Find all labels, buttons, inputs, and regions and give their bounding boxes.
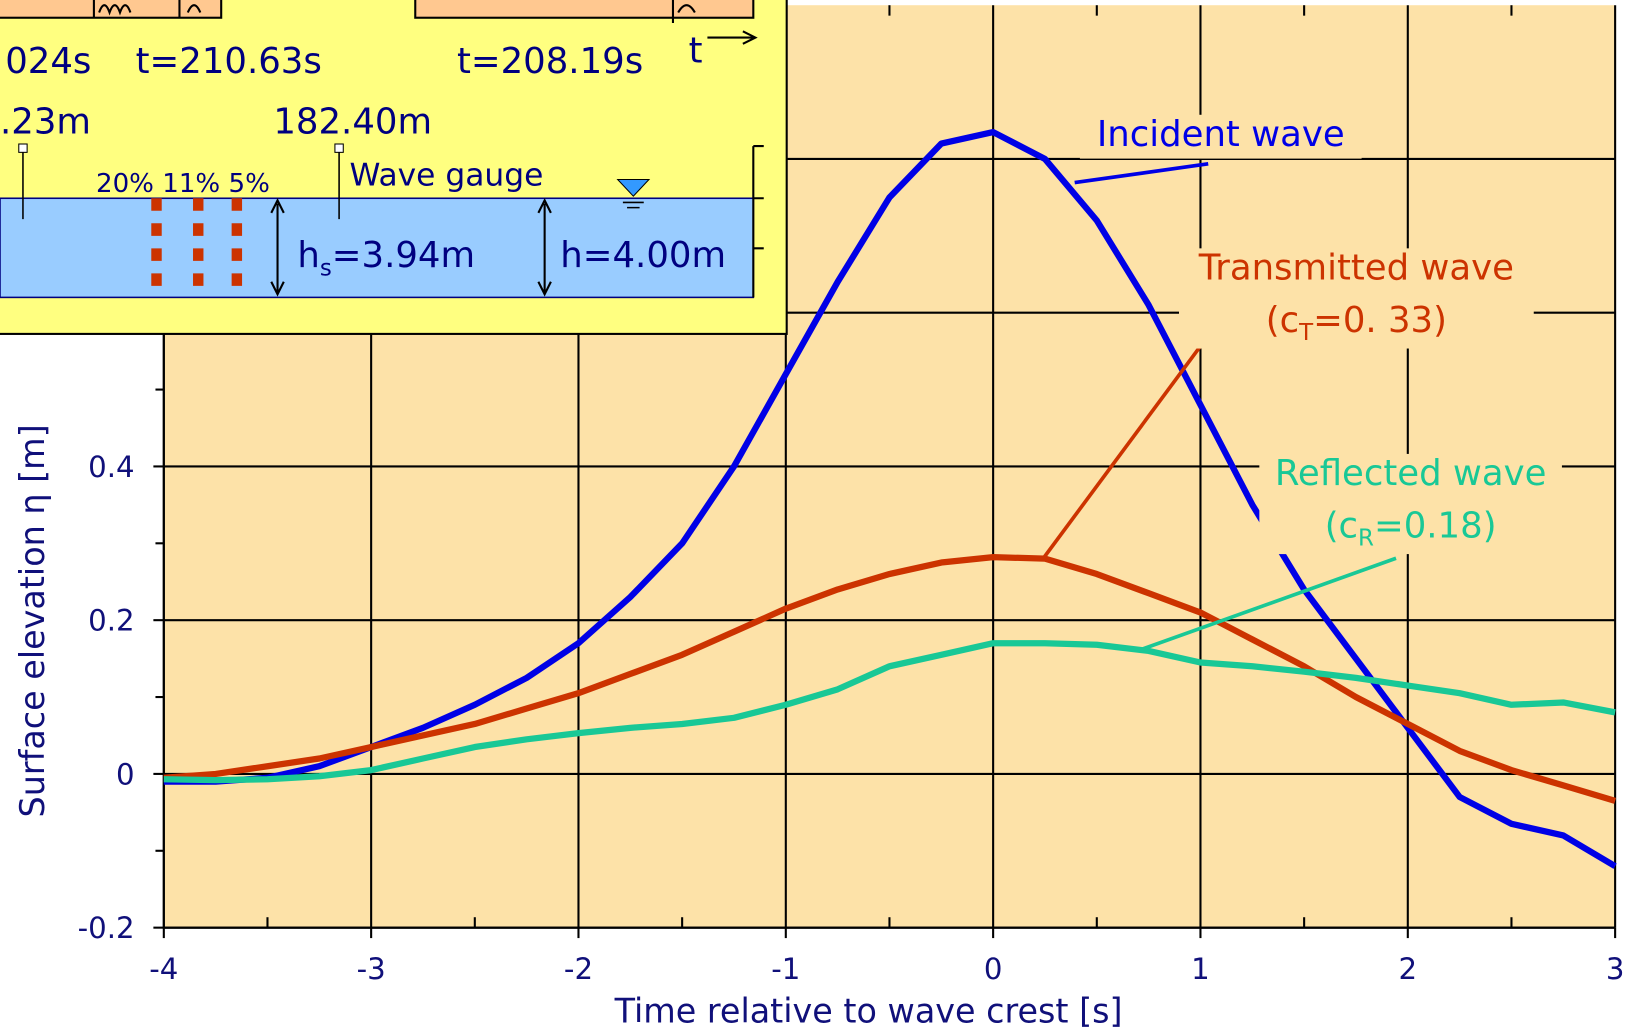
y-tick-label: 0.2 <box>88 604 134 638</box>
annotation-label: Incident wave <box>1097 114 1345 155</box>
time-label: 024s <box>5 41 91 82</box>
inset: 024s t=210.63s t=208.19s t .23m 182.40m … <box>0 0 787 334</box>
annotation-label: Transmitted wave <box>1198 248 1514 289</box>
time-label: t=208.19s <box>457 41 643 82</box>
y-tick-label: 0 <box>116 757 135 791</box>
hs-h: h <box>297 235 319 276</box>
x-tick-label: 0 <box>984 952 1003 986</box>
coef-value: =0. 33) <box>1313 300 1447 341</box>
gauge-head <box>335 144 343 152</box>
x-tick-label: 2 <box>1399 952 1418 986</box>
coef-symbol: (c <box>1325 505 1358 546</box>
time-label: t=210.63s <box>136 41 322 82</box>
annotation-text: Incident wave <box>1097 114 1345 155</box>
chart: -4-3-2-10123-0.200.20.40.60.8Time relati… <box>0 0 1636 1032</box>
h-label: h=4.00m <box>560 235 726 276</box>
coef-subscript: R <box>1358 526 1374 552</box>
distance-label: 182.40m <box>273 102 432 143</box>
y-tick-label: 0.4 <box>88 450 134 484</box>
page: -4-3-2-10123-0.200.20.40.60.8Time relati… <box>0 0 1636 1032</box>
x-tick-label: -2 <box>564 952 593 986</box>
x-tick-label: -3 <box>357 952 386 986</box>
gauge-label: Wave gauge <box>350 158 544 194</box>
time-axis-label: t <box>689 31 703 72</box>
annotation-coef: (cT=0. 33) <box>1266 300 1447 346</box>
x-tick-label: 3 <box>1606 952 1625 986</box>
coef-value: =0.18) <box>1374 505 1497 546</box>
x-tick-label: -1 <box>771 952 800 986</box>
x-tick-label: -4 <box>149 952 178 986</box>
porosity-labels: 20% 11% 5% <box>96 169 270 199</box>
x-axis-label: Time relative to wave crest [s] <box>614 992 1123 1031</box>
distance-label: .23m <box>0 102 91 143</box>
annotation-coef: (cR=0.18) <box>1325 505 1497 551</box>
x-tick-label: 1 <box>1191 952 1210 986</box>
coef-symbol: (c <box>1266 300 1299 341</box>
coef-subscript: T <box>1298 320 1314 346</box>
annotation-text: Reflected wave <box>1275 453 1547 494</box>
y-axis-label: Surface elevation η [m] <box>13 424 52 817</box>
hs-value: =3.94m <box>332 235 475 276</box>
hs-sub: s <box>320 255 332 281</box>
record-box <box>415 0 753 18</box>
annotation-text: Transmitted wave <box>1198 248 1514 289</box>
annotation-label: Reflected wave <box>1275 453 1547 494</box>
y-tick-label: -0.2 <box>78 911 135 945</box>
gauge-head <box>19 144 27 152</box>
